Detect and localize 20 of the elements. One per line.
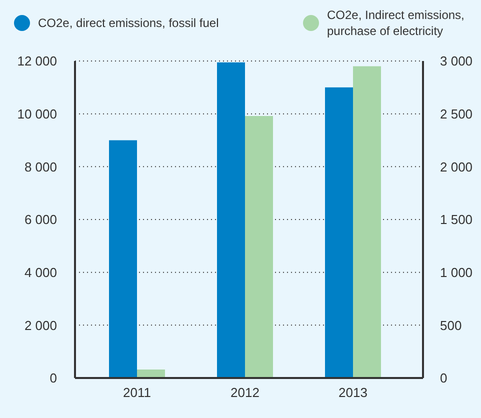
x-tick-label: 2013 <box>338 385 368 400</box>
y-tick-label: 8 000 <box>24 159 57 174</box>
y-tick-label: 2 000 <box>24 318 57 333</box>
y2-tick-label: 0 <box>440 370 448 386</box>
y-tick-label: 10 000 <box>17 106 57 122</box>
y2-tick-label: 3 000 <box>440 54 473 69</box>
y2-tick-label: 1 000 <box>440 264 473 280</box>
legend-label: CO2e, direct emissions, fossil fuel <box>38 15 219 31</box>
y-tick-label: 0 <box>50 370 57 386</box>
y-tick-label: 6 000 <box>24 212 57 228</box>
y2-tick-label: 500 <box>440 318 462 333</box>
y2-tick-label: 2 000 <box>440 159 473 174</box>
y-tick-label: 4 000 <box>24 264 57 280</box>
x-tick-label: 2012 <box>230 385 260 400</box>
bar <box>109 140 137 378</box>
y2-tick-label: 1 500 <box>440 212 473 228</box>
y2-tick-label: 2 500 <box>440 106 473 122</box>
legend-label: CO2e, Indirect emissions, purchase of electricity <box>327 7 466 39</box>
y-tick-label: 12 000 <box>17 54 57 69</box>
x-tick-label: 2011 <box>123 385 151 400</box>
